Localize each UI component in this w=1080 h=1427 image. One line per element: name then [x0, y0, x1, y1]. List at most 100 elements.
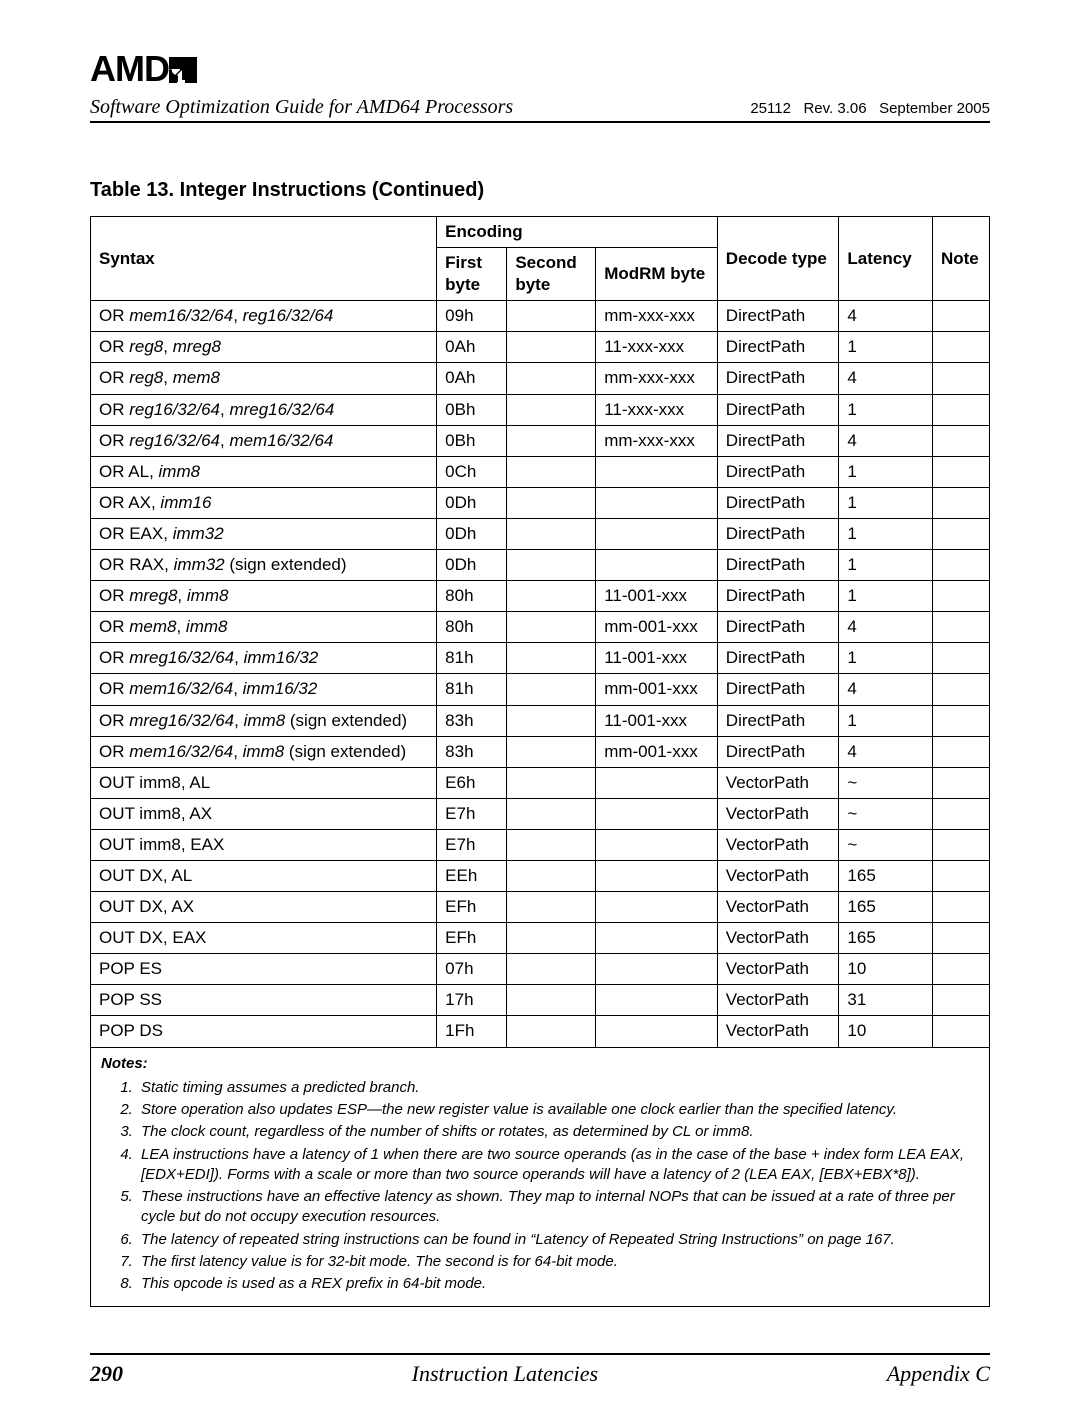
cell-first: E7h — [437, 829, 507, 860]
cell-second — [507, 612, 596, 643]
note-item: This opcode is used as a REX prefix in 6… — [137, 1274, 979, 1294]
table-row: OUT imm8, ALE6hVectorPath~ — [91, 767, 990, 798]
cell-first: E6h — [437, 767, 507, 798]
table-row: OR mem8, imm880hmm-001-xxxDirectPath4 — [91, 612, 990, 643]
note-item: The clock count, regardless of the numbe… — [137, 1122, 979, 1142]
cell-second — [507, 860, 596, 891]
cell-first: 0Dh — [437, 550, 507, 581]
cell-note — [932, 1016, 989, 1047]
note-item: The first latency value is for 32-bit mo… — [137, 1252, 979, 1272]
cell-syntax: OUT imm8, EAX — [91, 829, 437, 860]
cell-syntax: OR mreg8, imm8 — [91, 581, 437, 612]
table-row: OUT imm8, EAXE7hVectorPath~ — [91, 829, 990, 860]
table-row: OR EAX, imm320DhDirectPath1 — [91, 518, 990, 549]
cell-first: 81h — [437, 674, 507, 705]
cell-note — [932, 643, 989, 674]
amd-logo: AMD — [90, 48, 990, 90]
table-row: OUT imm8, AXE7h VectorPath~ — [91, 798, 990, 829]
col-modrm-byte: ModRM byte — [596, 248, 718, 301]
doc-date: September 2005 — [879, 100, 990, 117]
cell-decode: DirectPath — [717, 581, 839, 612]
cell-first: 0Bh — [437, 425, 507, 456]
cell-decode: DirectPath — [717, 612, 839, 643]
cell-second — [507, 487, 596, 518]
logo-text: AMD — [90, 48, 169, 89]
cell-decode: VectorPath — [717, 798, 839, 829]
cell-note — [932, 674, 989, 705]
cell-decode: VectorPath — [717, 954, 839, 985]
cell-latency: 1 — [839, 518, 933, 549]
cell-syntax: OUT imm8, AX — [91, 798, 437, 829]
cell-modrm: mm-xxx-xxx — [596, 301, 718, 332]
table-row: OR reg8, mem80Ahmm-xxx-xxxDirectPath4 — [91, 363, 990, 394]
cell-decode: VectorPath — [717, 985, 839, 1016]
cell-first: 0Dh — [437, 487, 507, 518]
cell-decode: DirectPath — [717, 301, 839, 332]
cell-first: EEh — [437, 860, 507, 891]
cell-note — [932, 923, 989, 954]
cell-decode: DirectPath — [717, 643, 839, 674]
cell-first: E7h — [437, 798, 507, 829]
notes-heading: Notes: — [101, 1054, 979, 1074]
cell-second — [507, 1016, 596, 1047]
page-number: 290 — [90, 1361, 123, 1387]
table-row: OUT DX, ALEEhVectorPath165 — [91, 860, 990, 891]
cell-note — [932, 798, 989, 829]
cell-note — [932, 860, 989, 891]
cell-modrm — [596, 1016, 718, 1047]
footer-right: Appendix C — [887, 1361, 990, 1387]
table-row: OUT DX, AXEFhVectorPath165 — [91, 892, 990, 923]
cell-second — [507, 456, 596, 487]
cell-latency: ~ — [839, 829, 933, 860]
cell-latency: 10 — [839, 1016, 933, 1047]
cell-first: 0Bh — [437, 394, 507, 425]
cell-second — [507, 705, 596, 736]
cell-first: 09h — [437, 301, 507, 332]
cell-latency: ~ — [839, 798, 933, 829]
note-item: Store operation also updates ESP—the new… — [137, 1100, 979, 1120]
cell-first: 0Ah — [437, 332, 507, 363]
cell-latency: 165 — [839, 923, 933, 954]
cell-syntax: OUT DX, AX — [91, 892, 437, 923]
cell-modrm: mm-001-xxx — [596, 612, 718, 643]
cell-syntax: OUT DX, EAX — [91, 923, 437, 954]
cell-syntax: OR AL, imm8 — [91, 456, 437, 487]
cell-modrm: 11-001-xxx — [596, 643, 718, 674]
cell-note — [932, 736, 989, 767]
cell-decode: DirectPath — [717, 394, 839, 425]
document-page: AMD Software Optimization Guide for AMD6… — [0, 0, 1080, 1427]
cell-latency: 31 — [839, 985, 933, 1016]
table-row: POP ES07hVectorPath10 — [91, 954, 990, 985]
cell-second — [507, 581, 596, 612]
cell-latency: 1 — [839, 487, 933, 518]
cell-note — [932, 829, 989, 860]
cell-syntax: OR mem8, imm8 — [91, 612, 437, 643]
cell-note — [932, 550, 989, 581]
cell-decode: DirectPath — [717, 705, 839, 736]
cell-latency: 4 — [839, 363, 933, 394]
cell-second — [507, 550, 596, 581]
cell-decode: VectorPath — [717, 860, 839, 891]
cell-second — [507, 363, 596, 394]
col-second-byte: Second byte — [507, 248, 596, 301]
doc-rev: Rev. 3.06 — [803, 100, 866, 117]
cell-latency: 10 — [839, 954, 933, 985]
cell-first: 17h — [437, 985, 507, 1016]
cell-second — [507, 332, 596, 363]
cell-modrm — [596, 456, 718, 487]
cell-note — [932, 301, 989, 332]
cell-first: 80h — [437, 612, 507, 643]
cell-latency: 1 — [839, 581, 933, 612]
logo-arrow-icon — [169, 50, 199, 92]
note-item: Static timing assumes a predicted branch… — [137, 1078, 979, 1098]
col-latency: Latency — [839, 217, 933, 301]
cell-latency: 165 — [839, 892, 933, 923]
cell-decode: DirectPath — [717, 487, 839, 518]
cell-second — [507, 798, 596, 829]
cell-second — [507, 425, 596, 456]
cell-first: 83h — [437, 705, 507, 736]
cell-modrm: 11-001-xxx — [596, 581, 718, 612]
cell-decode: DirectPath — [717, 456, 839, 487]
cell-decode: VectorPath — [717, 1016, 839, 1047]
cell-latency: 1 — [839, 456, 933, 487]
